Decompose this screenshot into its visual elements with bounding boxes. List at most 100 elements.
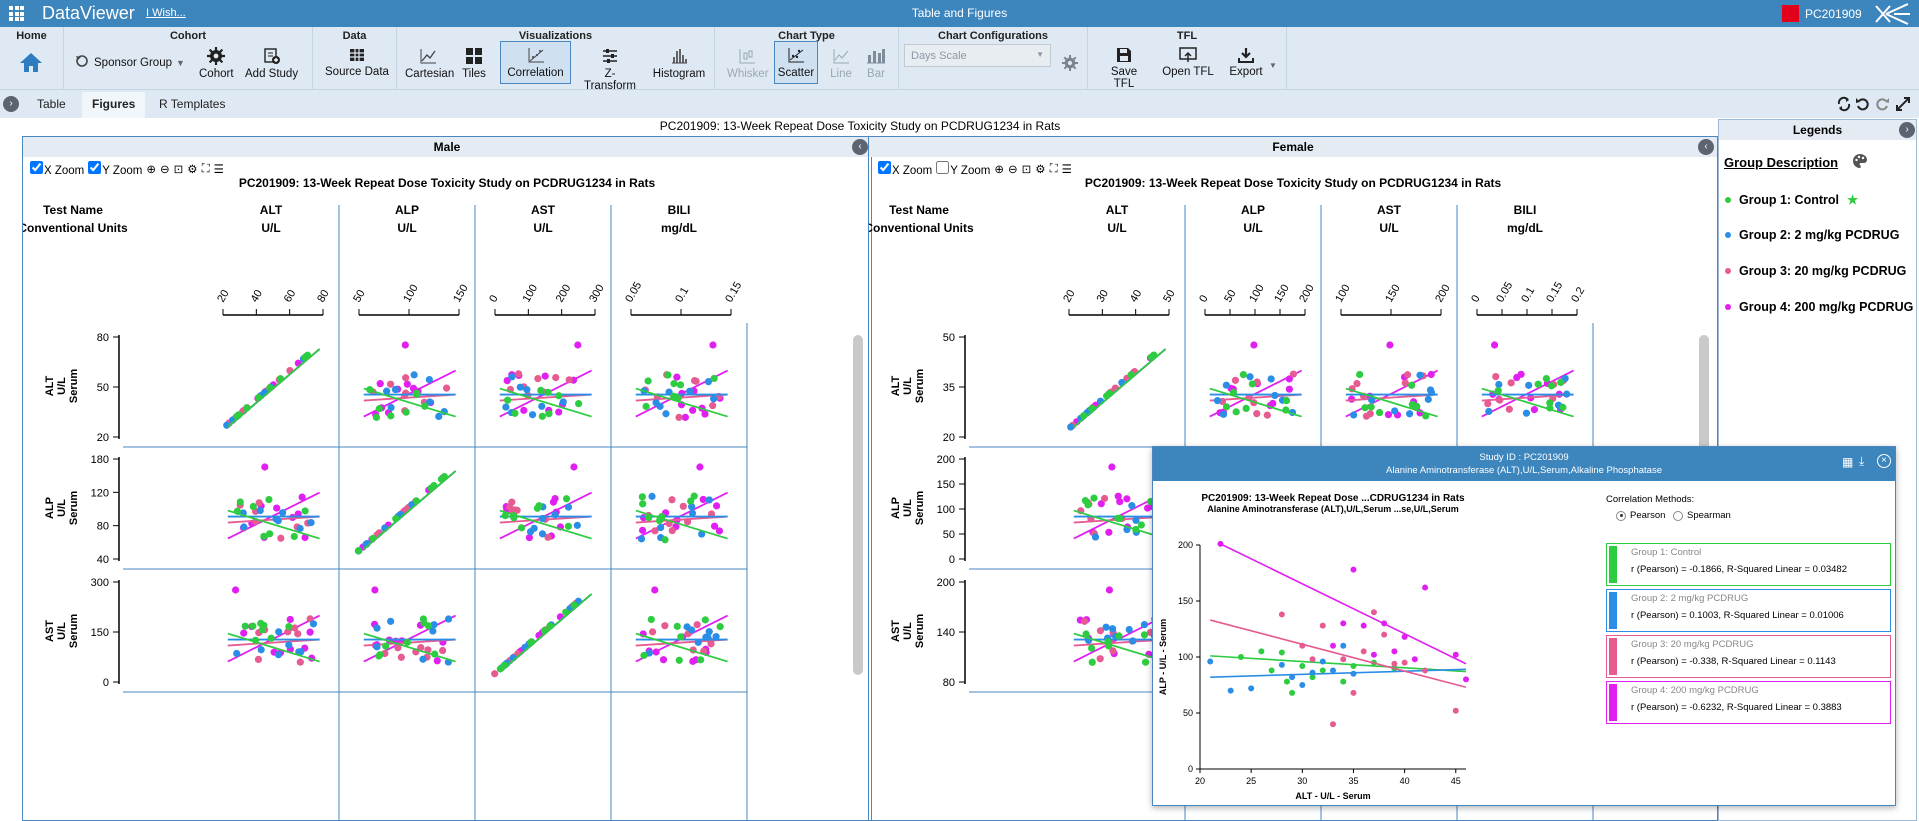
scatter-point: [1424, 395, 1432, 403]
pearson-radio[interactable]: Pearson: [1616, 510, 1665, 521]
bar-button[interactable]: Bar: [863, 47, 889, 80]
data-point: [1268, 667, 1275, 674]
source-data-button[interactable]: Source Data: [325, 47, 389, 78]
data-point: [1452, 707, 1459, 714]
tab-table[interactable]: Table: [37, 97, 66, 111]
fit-line: [227, 509, 320, 540]
export-menu-chevron-icon[interactable]: ▼: [1269, 61, 1277, 70]
refresh-icon: [76, 55, 88, 67]
sponsor-group-dropdown[interactable]: Sponsor Group ▼: [74, 53, 185, 72]
export-button[interactable]: Export: [1226, 47, 1266, 78]
scatter-point: [1522, 409, 1531, 417]
sync-icon[interactable]: [1836, 96, 1852, 112]
scale-dropdown[interactable]: Days Scale ▼: [904, 44, 1051, 67]
z-transform-button[interactable]: Z-Transform: [579, 47, 641, 92]
scatter-point: [668, 526, 676, 535]
scatter-point: [710, 395, 718, 403]
save-tfl-label: Save TFL: [1110, 66, 1138, 90]
spearman-radio[interactable]: Spearman: [1673, 510, 1731, 521]
scatter-point: [651, 586, 659, 594]
collapse-male-icon[interactable]: ‹: [852, 139, 868, 155]
row-label: Serum: [68, 369, 80, 403]
save-tfl-button[interactable]: Save TFL: [1100, 47, 1148, 90]
scatter-point: [309, 620, 318, 628]
data-point: [1283, 678, 1290, 685]
data-point: [1381, 631, 1388, 638]
open-tfl-label: Open TFL: [1162, 66, 1214, 78]
male-zoom-controls: X Zoom Y Zoom ⊕ ⊖ ⊡ ⚙ ⛶ ☰: [30, 161, 224, 177]
chart-settings-icon[interactable]: ⚙: [1035, 164, 1046, 176]
group-title: Chart Configurations: [938, 30, 1048, 42]
x-zoom-checkbox[interactable]: X Zoom: [30, 161, 84, 177]
fullscreen-icon[interactable]: [1894, 95, 1912, 113]
scatter-point: [541, 372, 549, 380]
app-grid-icon[interactable]: [9, 6, 24, 21]
scatter-point: [306, 628, 314, 636]
chart-settings-icon[interactable]: ⚙: [187, 164, 198, 176]
scatter-point: [501, 512, 509, 520]
scale-value: Days Scale: [911, 50, 967, 62]
tab-figures[interactable]: Figures: [82, 92, 146, 118]
cohort-button[interactable]: Cohort: [199, 47, 234, 80]
collapse-legend-icon[interactable]: ›: [1899, 122, 1915, 138]
data-point: [1370, 651, 1377, 658]
group-title: Visualizations: [518, 30, 593, 42]
group-description-link[interactable]: Group Description: [1724, 155, 1839, 170]
whisker-button[interactable]: Whisker: [727, 47, 769, 80]
list-icon[interactable]: ☰: [1061, 164, 1072, 176]
cartesian-button[interactable]: Cartesian: [405, 47, 454, 80]
scatter-button[interactable]: Scatter: [774, 41, 818, 84]
zoom-out-icon[interactable]: ⊖: [1007, 164, 1018, 176]
wish-link[interactable]: I Wish...: [146, 7, 186, 19]
line-button[interactable]: Line: [826, 47, 856, 80]
scatter-point: [534, 374, 542, 383]
scatter-point: [1097, 500, 1105, 508]
scatter-point: [661, 536, 669, 544]
scatter-point: [1507, 379, 1515, 387]
tiles-button[interactable]: Tiles: [457, 47, 491, 80]
collapse-female-icon[interactable]: ‹: [1698, 139, 1714, 155]
y-tick-label: 100: [937, 504, 955, 516]
close-icon[interactable]: ×: [1877, 454, 1891, 468]
expand-icon[interactable]: ⛶: [201, 162, 210, 175]
zoom-in-icon[interactable]: ⊕: [994, 164, 1004, 176]
scatter-point: [373, 624, 381, 632]
y-zoom-checkbox[interactable]: Y Zoom: [88, 161, 142, 177]
y-zoom-checkbox[interactable]: Y Zoom: [936, 161, 990, 177]
scatter-point: [514, 370, 523, 378]
fit-icon[interactable]: ⊡: [1021, 164, 1032, 176]
settings-gear-icon[interactable]: [1062, 55, 1078, 71]
redo-icon[interactable]: [1874, 96, 1890, 112]
tab-r-templates[interactable]: R Templates: [159, 97, 226, 111]
y-tick-label: 300: [91, 577, 109, 589]
zoom-out-icon[interactable]: ⊖: [159, 164, 170, 176]
zoom-in-icon[interactable]: ⊕: [146, 164, 156, 176]
scatter-point: [502, 403, 510, 411]
x-zoom-checkbox[interactable]: X Zoom: [878, 161, 932, 177]
fit-icon[interactable]: ⊡: [173, 164, 184, 176]
expand-icon[interactable]: ⛶: [1049, 162, 1058, 175]
scatter-point: [257, 619, 265, 628]
scatter-point: [670, 380, 678, 388]
list-icon[interactable]: ☰: [213, 164, 224, 176]
open-tfl-button[interactable]: Open TFL: [1162, 47, 1214, 78]
download-icon[interactable]: ⤓: [1859, 454, 1865, 468]
add-study-button[interactable]: Add Study: [245, 47, 298, 80]
scatter-point: [265, 495, 273, 504]
figure-title: PC201909: 13-Week Repeat Dose Toxicity S…: [659, 119, 1061, 133]
scatter-point: [573, 521, 581, 529]
expand-sidebar-icon[interactable]: ›: [3, 96, 19, 112]
histogram-button[interactable]: Histogram: [651, 47, 707, 80]
popup-subtitle: Alanine Aminotransferase (ALT),U/L,Serum…: [1386, 465, 1662, 476]
scatter-point: [296, 524, 304, 533]
correlation-button[interactable]: Correlation: [500, 41, 571, 84]
palette-icon[interactable]: [1852, 153, 1868, 169]
column-test-name: ALT: [1106, 203, 1129, 217]
table-view-icon[interactable]: ▦: [1842, 455, 1854, 469]
undo-icon[interactable]: [1855, 96, 1871, 112]
row-label: AST: [890, 620, 902, 642]
test-name-label: Test Name: [889, 203, 949, 217]
scatter-point: [696, 463, 704, 471]
data-point: [1319, 622, 1326, 629]
home-button[interactable]: [18, 51, 44, 76]
